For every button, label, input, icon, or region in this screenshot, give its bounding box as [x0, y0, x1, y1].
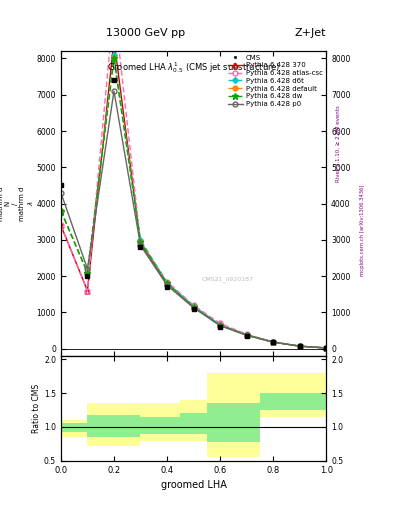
- Text: mcplots.cern.ch [arXiv:1306.3436]: mcplots.cern.ch [arXiv:1306.3436]: [360, 185, 365, 276]
- Text: CMS21_II920187: CMS21_II920187: [202, 276, 253, 282]
- Text: Groomed LHA $\lambda^{1}_{0.5}$ (CMS jet substructure): Groomed LHA $\lambda^{1}_{0.5}$ (CMS jet…: [107, 60, 280, 75]
- Text: Rivet 3.1.10, ≥ 2.5M events: Rivet 3.1.10, ≥ 2.5M events: [336, 105, 341, 182]
- Y-axis label: 1
/
mathrm d
N
/
mathrm d
$\lambda$: 1 / mathrm d N / mathrm d $\lambda$: [0, 186, 35, 221]
- Text: Z+Jet: Z+Jet: [295, 28, 326, 38]
- Legend: CMS, Pythia 6.428 370, Pythia 6.428 atlas-csc, Pythia 6.428 d6t, Pythia 6.428 de: CMS, Pythia 6.428 370, Pythia 6.428 atla…: [228, 55, 323, 107]
- Y-axis label: Ratio to CMS: Ratio to CMS: [32, 384, 41, 433]
- X-axis label: groomed LHA: groomed LHA: [161, 480, 226, 490]
- Text: 13000 GeV pp: 13000 GeV pp: [106, 28, 185, 38]
